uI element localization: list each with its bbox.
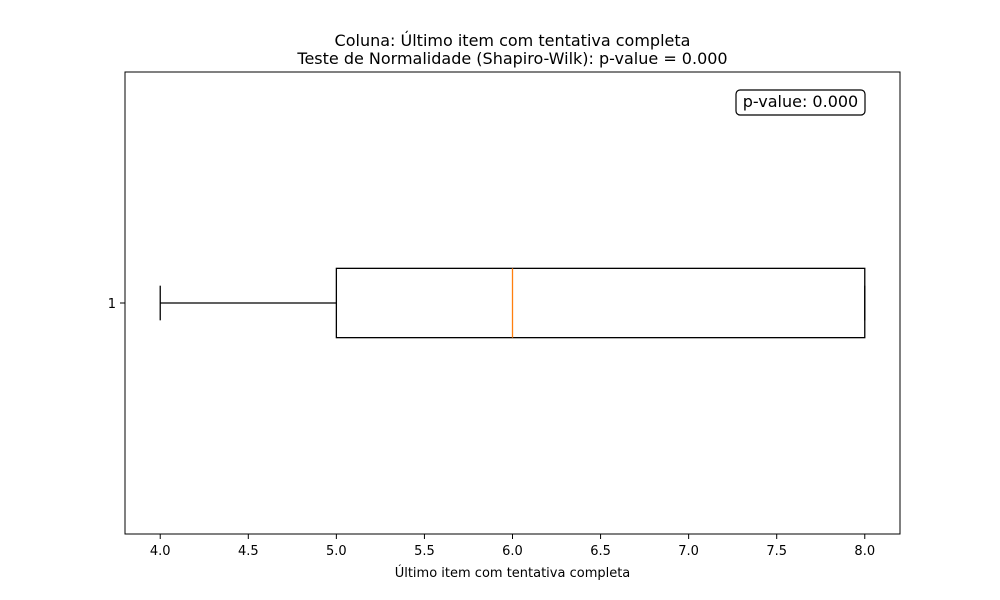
x-tick-label: 6.5 — [590, 544, 611, 559]
iqr-box — [335, 267, 866, 339]
p-value-annotation: p-value: 0.000 — [735, 89, 866, 116]
x-tick-label: 4.0 — [150, 544, 171, 559]
chart-subtitle: Teste de Normalidade (Shapiro-Wilk): p-v… — [296, 49, 727, 68]
y-axis-ticks: 1 — [108, 297, 125, 312]
x-tick-label: 8.0 — [854, 544, 875, 559]
x-tick-label: 4.5 — [238, 544, 259, 559]
x-tick-label: 5.5 — [414, 544, 435, 559]
x-tick-label: 7.5 — [766, 544, 787, 559]
plot-area — [159, 267, 866, 339]
chart-title: Coluna: Último item com tentativa comple… — [335, 31, 691, 50]
x-axis-label: Último item com tentativa completa — [395, 565, 631, 581]
annotation-box — [735, 89, 866, 116]
x-tick-label: 6.0 — [502, 544, 523, 559]
x-axis-ticks: 4.0 4.5 5.0 5.5 6.0 6.5 7.0 7.5 8.0 — [150, 534, 875, 559]
annotation-text: p-value: 0.000 — [743, 92, 858, 111]
x-tick-label: 7.0 — [678, 544, 699, 559]
y-tick-label: 1 — [108, 297, 116, 312]
x-tick-label: 5.0 — [326, 544, 347, 559]
